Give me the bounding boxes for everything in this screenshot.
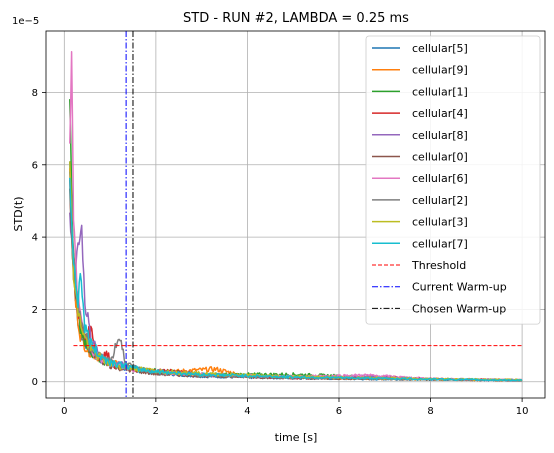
- series-group: [69, 51, 523, 382]
- x-tick-label: 0: [61, 406, 67, 417]
- y-tick-label: 0: [32, 377, 38, 388]
- legend-label: cellular[5]: [412, 42, 468, 55]
- y-axis-label: STD(t): [12, 196, 25, 231]
- y-offset-text: 1e−5: [12, 16, 39, 27]
- legend-label: cellular[6]: [412, 172, 468, 185]
- legend-label: cellular[1]: [412, 85, 468, 98]
- legend-box: [365, 35, 541, 325]
- y-tick-label: 4: [32, 233, 38, 244]
- x-tick-label: 10: [516, 406, 529, 417]
- x-tick-label: 8: [427, 406, 433, 417]
- legend-label: Current Warm-up: [412, 281, 507, 294]
- series-line-cellular[7]: [69, 177, 523, 382]
- x-axis-label: time [s]: [275, 431, 318, 444]
- x-tick-label: 6: [336, 406, 342, 417]
- legend-label: cellular[0]: [412, 151, 468, 164]
- legend-label: cellular[2]: [412, 194, 468, 207]
- y-tick-label: 2: [32, 305, 38, 316]
- y-tick-label: 8: [32, 88, 38, 99]
- legend: cellular[5] cellular[9] cellular[1] cellula…: [365, 35, 541, 325]
- legend-label: cellular[7]: [412, 237, 468, 250]
- legend-label: Threshold: [411, 259, 466, 272]
- plot-area: [69, 31, 523, 398]
- chart-title: STD - RUN #2, LAMBDA = 0.25 ms: [183, 11, 409, 26]
- y-tick-label: 6: [32, 160, 38, 171]
- legend-label: cellular[9]: [412, 64, 468, 77]
- legend-label: cellular[8]: [412, 129, 468, 142]
- y-axis-ticks: 0 2 4 6 8: [32, 88, 46, 388]
- legend-label: Chosen Warm-up: [412, 302, 506, 315]
- legend-label: cellular[4]: [412, 107, 468, 120]
- x-tick-label: 4: [244, 406, 250, 417]
- x-tick-label: 2: [153, 406, 159, 417]
- axes-frame: [45, 30, 546, 399]
- x-axis-ticks: 0 2 4 6 8 10: [61, 398, 528, 417]
- legend-label: cellular[3]: [412, 216, 468, 229]
